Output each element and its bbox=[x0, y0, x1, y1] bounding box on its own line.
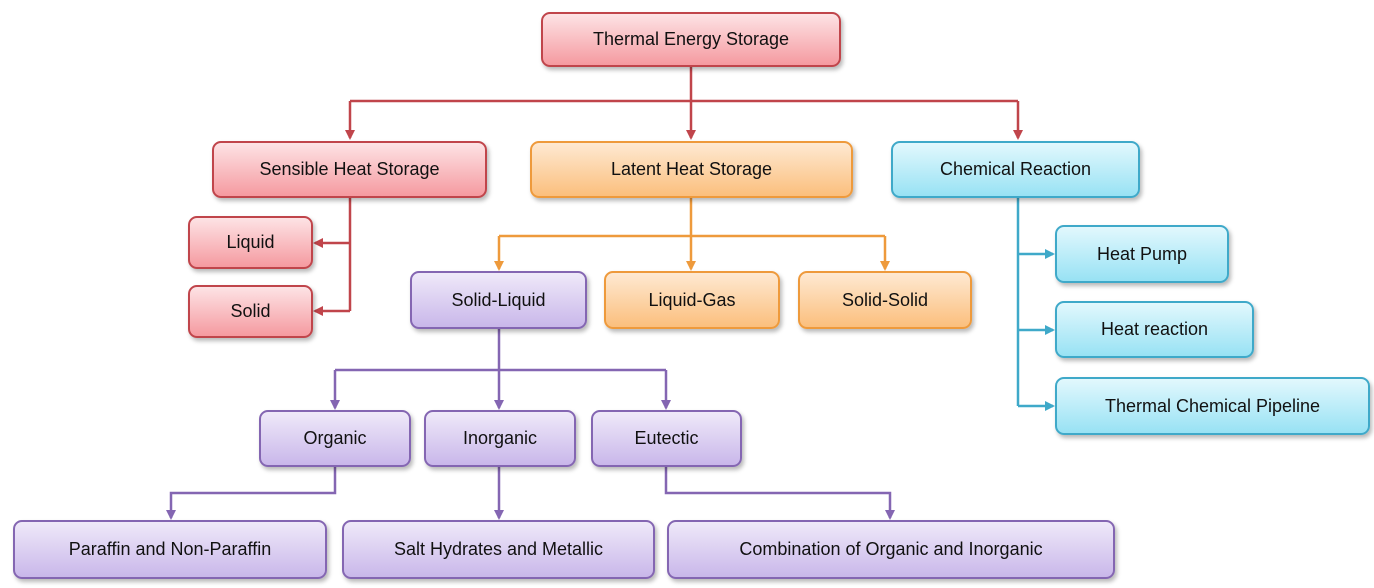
node-chemical-reaction: Chemical Reaction bbox=[891, 141, 1140, 198]
node-sensible-heat-storage: Sensible Heat Storage bbox=[212, 141, 487, 198]
node-heat-pump: Heat Pump bbox=[1055, 225, 1229, 283]
node-solid-liquid: Solid-Liquid bbox=[410, 271, 587, 329]
node-solid-solid: Solid-Solid bbox=[798, 271, 972, 329]
node-paraffin-and-non-paraffin: Paraffin and Non-Paraffin bbox=[13, 520, 327, 579]
node-thermal-chemical-pipeline: Thermal Chemical Pipeline bbox=[1055, 377, 1370, 435]
node-salt-hydrates-and-metallic: Salt Hydrates and Metallic bbox=[342, 520, 655, 579]
node-liquid: Liquid bbox=[188, 216, 313, 269]
node-latent-heat-storage: Latent Heat Storage bbox=[530, 141, 853, 198]
node-heat-reaction: Heat reaction bbox=[1055, 301, 1254, 358]
edge-eutectic-leaf bbox=[664, 467, 895, 520]
node-combination-of-organic-and-inorganic: Combination of Organic and Inorganic bbox=[667, 520, 1115, 579]
node-liquid-gas: Liquid-Gas bbox=[604, 271, 780, 329]
node-organic: Organic bbox=[259, 410, 411, 467]
node-inorganic: Inorganic bbox=[424, 410, 576, 467]
edge-organic-leaf bbox=[166, 467, 337, 520]
node-eutectic: Eutectic bbox=[591, 410, 742, 467]
node-solid: Solid bbox=[188, 285, 313, 338]
node-thermal-energy-storage: Thermal Energy Storage bbox=[541, 12, 841, 67]
